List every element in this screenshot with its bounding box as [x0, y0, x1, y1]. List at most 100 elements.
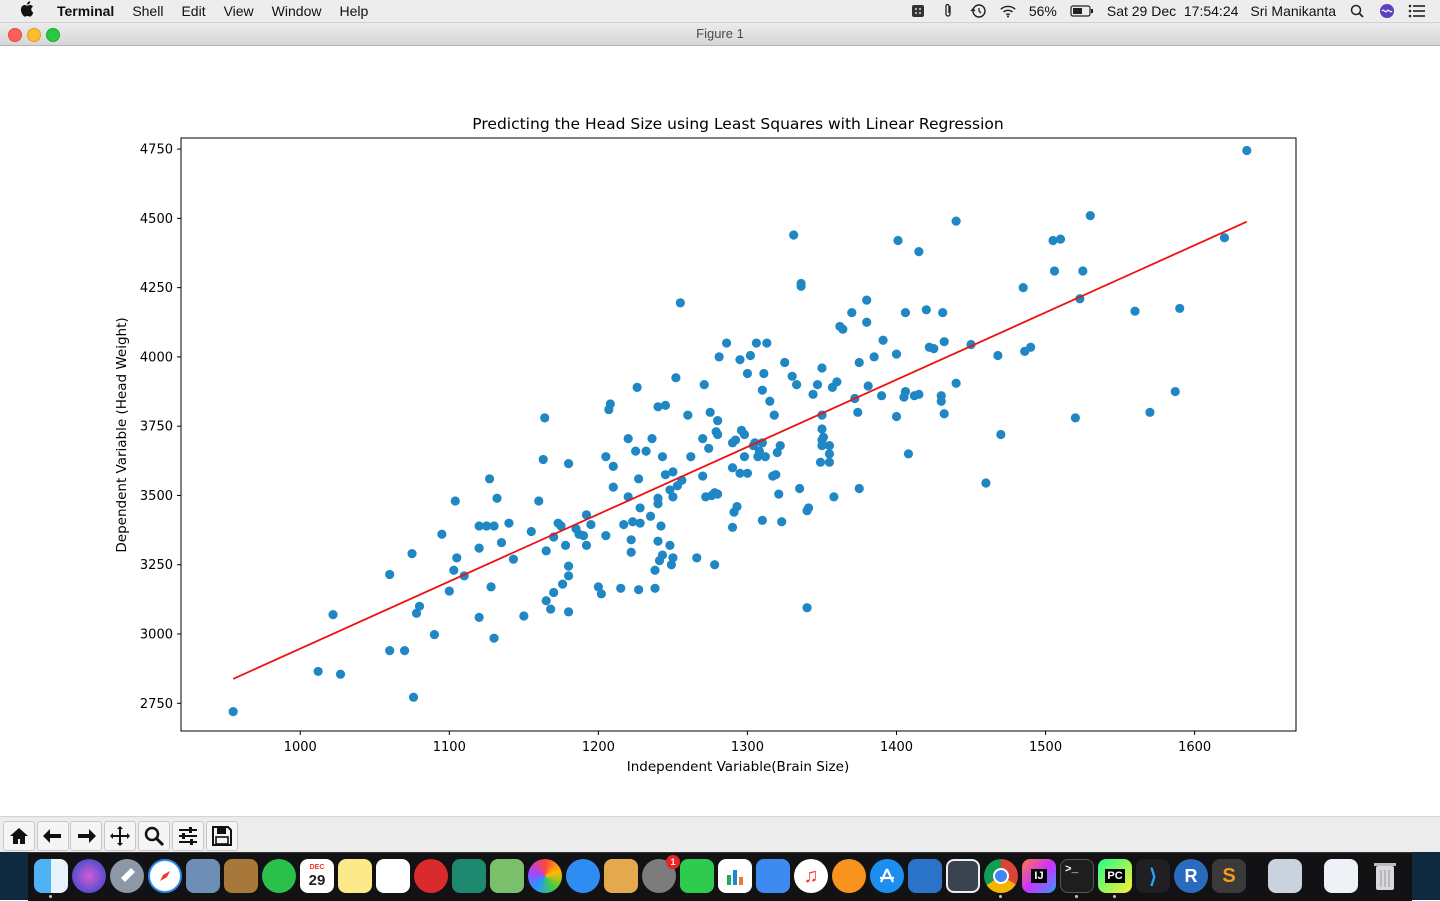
scatter-point [675, 298, 685, 308]
grid-icon[interactable] [909, 3, 927, 19]
scatter-point [563, 561, 574, 571]
menubar-user[interactable]: Sri Manikanta [1250, 3, 1336, 19]
window-titlebar[interactable]: Figure 1 [0, 23, 1440, 46]
x-tick-label: 1300 [731, 740, 764, 755]
scatter-point [313, 666, 323, 677]
shield-icon[interactable] [452, 859, 486, 893]
scatter-point [671, 373, 681, 383]
remote-desktop-icon[interactable] [946, 859, 980, 893]
photos-icon[interactable] [528, 859, 562, 893]
notes-icon[interactable] [338, 859, 372, 893]
scatter-point [713, 489, 723, 499]
scatter-point [762, 338, 772, 348]
system-preferences-icon[interactable]: 1 [642, 855, 680, 893]
sublime-text-icon[interactable]: S [1212, 859, 1246, 893]
numbers-icon[interactable] [718, 859, 752, 893]
scatter-point [608, 482, 618, 492]
home-button[interactable] [3, 821, 35, 851]
scatter-point [653, 402, 663, 412]
save-button[interactable] [206, 821, 238, 851]
r-icon[interactable]: R [1174, 859, 1208, 893]
list-icon[interactable] [1408, 3, 1426, 19]
reminders-icon[interactable] [376, 859, 410, 893]
intellij-icon[interactable]: IJ [1022, 859, 1056, 893]
calendar-icon[interactable]: DEC 29 [300, 859, 334, 893]
scatter-point [730, 435, 741, 445]
time-machine-icon[interactable] [969, 3, 987, 19]
evernote-icon[interactable] [262, 859, 296, 893]
clipper-icon[interactable] [414, 859, 448, 893]
siri-dock-icon[interactable] [72, 859, 106, 893]
running-indicator [1075, 895, 1078, 898]
scatter-point [558, 579, 568, 589]
menu-shell[interactable]: Shell [132, 3, 164, 19]
close-window-button[interactable] [8, 28, 22, 42]
keynote-icon[interactable] [756, 859, 790, 893]
scatter-point [385, 569, 395, 580]
preview-image-icon[interactable] [1268, 859, 1302, 893]
configure-subplots-icon [179, 827, 197, 845]
pan-button[interactable] [104, 821, 136, 851]
terminal-icon[interactable]: >_ [1060, 859, 1094, 893]
scatter-point [704, 443, 714, 453]
scatter-point [817, 440, 827, 451]
scatter-point [713, 429, 723, 440]
pycharm-icon[interactable]: PC [1098, 859, 1132, 893]
scatter-point [739, 452, 750, 462]
scatter-point [787, 371, 797, 381]
desktop-edge-right [1412, 852, 1440, 900]
scatter-point [449, 565, 459, 575]
menu-help[interactable]: Help [339, 3, 369, 19]
scatter-point [692, 553, 702, 563]
search-icon[interactable] [1348, 3, 1366, 19]
preview-icon[interactable] [186, 859, 220, 893]
scatter-point [891, 349, 902, 359]
scatter-point [563, 458, 574, 469]
menu-edit[interactable]: Edit [181, 3, 206, 19]
scatter-point [818, 432, 829, 442]
music-icon[interactable]: ♫ [794, 859, 828, 893]
scatter-point [228, 707, 238, 717]
zoom-button[interactable] [138, 821, 170, 851]
books-icon[interactable] [832, 859, 866, 893]
apple-menu-icon[interactable] [0, 1, 48, 21]
vscode-icon[interactable]: ⟩ [1136, 859, 1170, 893]
menu-view[interactable]: View [223, 3, 254, 19]
scatter-point [721, 338, 732, 348]
wifi-icon[interactable] [999, 3, 1017, 19]
finder-icon[interactable] [34, 859, 68, 893]
scatter-point [641, 446, 651, 456]
maps-icon[interactable] [490, 859, 524, 893]
menu-window[interactable]: Window [271, 3, 322, 19]
back-button[interactable] [37, 821, 69, 851]
paperclip-icon[interactable] [939, 3, 957, 19]
scatter-point [981, 478, 991, 488]
scatter-point [437, 529, 447, 539]
launchpad-icon[interactable] [110, 859, 144, 893]
app-store-icon[interactable] [870, 859, 904, 893]
trash-icon[interactable] [1368, 859, 1402, 893]
notefile-icon[interactable] [224, 859, 258, 893]
messages-icon[interactable] [566, 859, 600, 893]
siri-icon[interactable] [1378, 3, 1396, 19]
xcode-icon[interactable] [908, 859, 942, 893]
window-title: Figure 1 [696, 26, 744, 41]
battery-icon[interactable] [1069, 3, 1095, 19]
scatter-point [877, 391, 887, 401]
scatter-point [1175, 303, 1185, 314]
forward-button[interactable] [70, 821, 102, 851]
figure-canvas[interactable]: Predicting the Head Size using Least Squ… [0, 46, 1440, 816]
minimize-window-button[interactable] [27, 28, 41, 42]
configure-subplots-button[interactable] [172, 821, 204, 851]
scatter-point [541, 546, 551, 556]
texts-icon[interactable] [604, 859, 638, 893]
menubar-clock[interactable]: Sat 29 Dec 17:54:24 [1106, 3, 1239, 19]
scatter-point [623, 434, 633, 444]
safari-icon[interactable] [148, 859, 182, 893]
scatter-point [854, 357, 864, 368]
zoom-window-button[interactable] [46, 28, 60, 42]
chrome-icon[interactable] [984, 859, 1018, 893]
app-menu-terminal[interactable]: Terminal [57, 3, 115, 19]
downloads-stack-icon[interactable] [1324, 859, 1358, 893]
facetime-icon[interactable] [680, 859, 714, 893]
